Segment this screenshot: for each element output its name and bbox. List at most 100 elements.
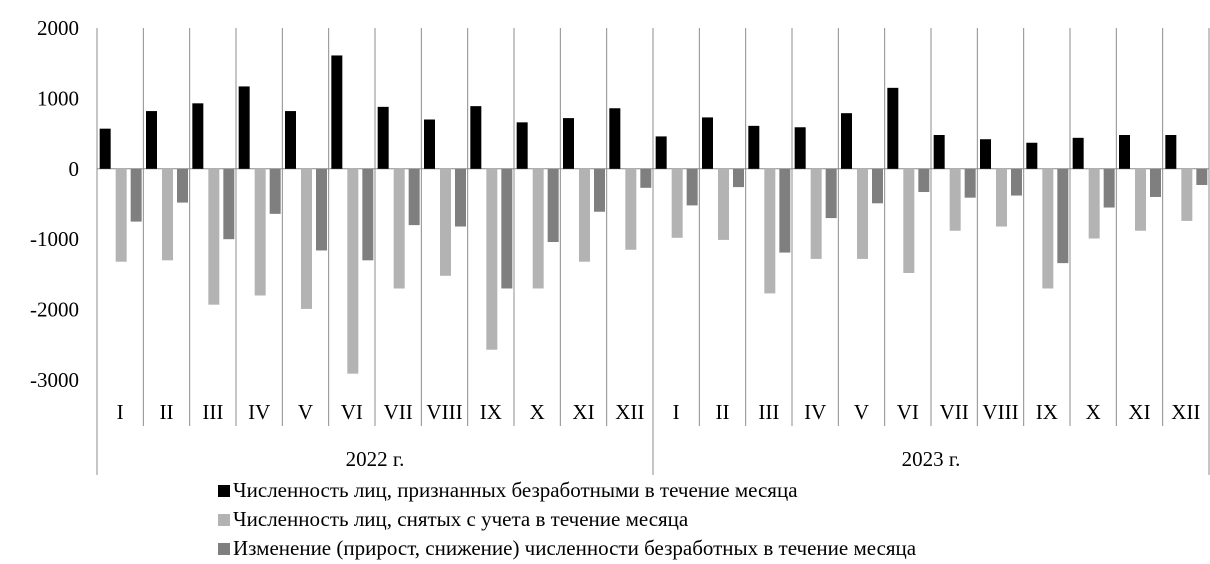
x-category-label: XII bbox=[615, 400, 644, 424]
legend-swatch-change bbox=[218, 542, 230, 555]
x-category-label: XII bbox=[1171, 400, 1200, 424]
bar-series-3 bbox=[501, 168, 513, 289]
bar-series-3 bbox=[223, 168, 235, 240]
bar-series-2 bbox=[115, 168, 127, 262]
legend: Численность лиц, признанных безработными… bbox=[218, 476, 916, 563]
bar-series-1 bbox=[748, 125, 760, 169]
bar-series-3 bbox=[130, 168, 142, 222]
x-category-label: IX bbox=[480, 400, 502, 424]
bar-series-3 bbox=[408, 168, 420, 226]
bar-series-1 bbox=[470, 106, 482, 169]
y-tick-label: -1000 bbox=[30, 227, 79, 251]
legend-item-removed: Численность лиц, снятых с учета в течени… bbox=[218, 505, 916, 534]
bar-series-3 bbox=[594, 168, 605, 212]
x-category-label: VII bbox=[940, 400, 969, 424]
bar-series-1 bbox=[238, 86, 250, 169]
bar-series-2 bbox=[996, 168, 1007, 227]
bar-series-1 bbox=[1072, 137, 1084, 169]
bar-series-2 bbox=[857, 168, 868, 259]
x-group-label: 2022 г. bbox=[346, 447, 405, 471]
bar-series-1 bbox=[841, 113, 852, 169]
bar-series-2 bbox=[949, 168, 961, 231]
bar-series-2 bbox=[810, 168, 822, 259]
bar-series-3 bbox=[686, 168, 698, 206]
bar-series-2 bbox=[532, 168, 544, 289]
x-category-label: IV bbox=[804, 400, 826, 424]
bar-series-3 bbox=[1196, 168, 1208, 185]
legend-swatch-registered bbox=[218, 484, 230, 497]
bar-series-3 bbox=[872, 168, 883, 204]
bar-series-1 bbox=[563, 118, 574, 169]
x-category-label: I bbox=[673, 400, 680, 424]
bar-series-2 bbox=[347, 168, 359, 374]
legend-item-registered: Численность лиц, признанных безработными… bbox=[218, 476, 916, 505]
x-category-label: VI bbox=[897, 400, 919, 424]
bar-series-1 bbox=[1165, 135, 1177, 169]
bar-series-2 bbox=[1088, 168, 1100, 239]
bar-series-1 bbox=[1119, 135, 1130, 169]
bar-series-2 bbox=[393, 168, 405, 289]
bar-series-2 bbox=[579, 168, 590, 262]
bar-series-2 bbox=[718, 168, 729, 240]
y-tick-label: 0 bbox=[69, 157, 80, 181]
bar-series-3 bbox=[316, 168, 327, 251]
x-category-label: IV bbox=[248, 400, 270, 424]
bar-series-1 bbox=[794, 127, 806, 169]
bar-series-3 bbox=[1150, 168, 1161, 197]
bar-series-2 bbox=[1042, 168, 1054, 289]
x-category-label: VI bbox=[341, 400, 363, 424]
bar-series-2 bbox=[625, 168, 637, 250]
bar-series-3 bbox=[640, 168, 652, 188]
bar-series-3 bbox=[918, 168, 930, 193]
bar-series-2 bbox=[208, 168, 220, 305]
bar-series-1 bbox=[424, 119, 435, 169]
bar-series-3 bbox=[455, 168, 466, 227]
bar-series-2 bbox=[1135, 168, 1146, 231]
x-category-label: I bbox=[117, 400, 124, 424]
bar-series-2 bbox=[254, 168, 266, 296]
bar-series-2 bbox=[1181, 168, 1193, 221]
y-tick-label: -2000 bbox=[30, 298, 79, 322]
x-category-label: VIII bbox=[982, 400, 1018, 424]
bar-series-3 bbox=[779, 168, 791, 253]
legend-label-change: Изменение (прирост, снижение) численност… bbox=[233, 536, 917, 560]
x-category-label: II bbox=[160, 400, 174, 424]
bar-series-1 bbox=[933, 135, 945, 169]
bar-series-3 bbox=[547, 168, 559, 243]
bar-series-3 bbox=[362, 168, 374, 261]
y-tick-label: 2000 bbox=[37, 16, 79, 40]
legend-item-change: Изменение (прирост, снижение) численност… bbox=[218, 534, 916, 563]
bar-series-3 bbox=[1011, 168, 1022, 196]
bar-series-2 bbox=[301, 168, 312, 309]
x-category-label: X bbox=[530, 400, 545, 424]
x-category-label: XI bbox=[1128, 400, 1150, 424]
bar-series-2 bbox=[162, 168, 173, 261]
x-category-label: X bbox=[1086, 400, 1101, 424]
bar-series-1 bbox=[887, 87, 899, 169]
bar-series-1 bbox=[377, 106, 389, 169]
bar-series-2 bbox=[486, 168, 498, 350]
bar-series-1 bbox=[702, 117, 713, 169]
x-category-label: IX bbox=[1036, 400, 1058, 424]
bar-series-2 bbox=[440, 168, 451, 276]
bar-series-3 bbox=[1057, 168, 1069, 264]
x-category-label: II bbox=[716, 400, 730, 424]
bar-series-2 bbox=[671, 168, 683, 238]
bar-series-1 bbox=[331, 55, 343, 169]
bar-series-1 bbox=[99, 128, 111, 169]
x-category-label: III bbox=[758, 400, 779, 424]
bar-series-3 bbox=[825, 168, 837, 219]
bar-series-3 bbox=[177, 168, 188, 203]
bar-series-1 bbox=[609, 108, 621, 169]
bar-series-1 bbox=[516, 122, 528, 169]
bar-series-1 bbox=[285, 111, 296, 169]
bar-series-1 bbox=[980, 139, 991, 169]
x-group-label: 2023 г. bbox=[902, 447, 961, 471]
bar-series-3 bbox=[1103, 168, 1115, 208]
y-tick-label: -3000 bbox=[30, 368, 79, 392]
bar-series-1 bbox=[146, 111, 157, 169]
bar-series-2 bbox=[903, 168, 915, 273]
bar-series-1 bbox=[192, 103, 204, 169]
bar-series-2 bbox=[764, 168, 776, 294]
